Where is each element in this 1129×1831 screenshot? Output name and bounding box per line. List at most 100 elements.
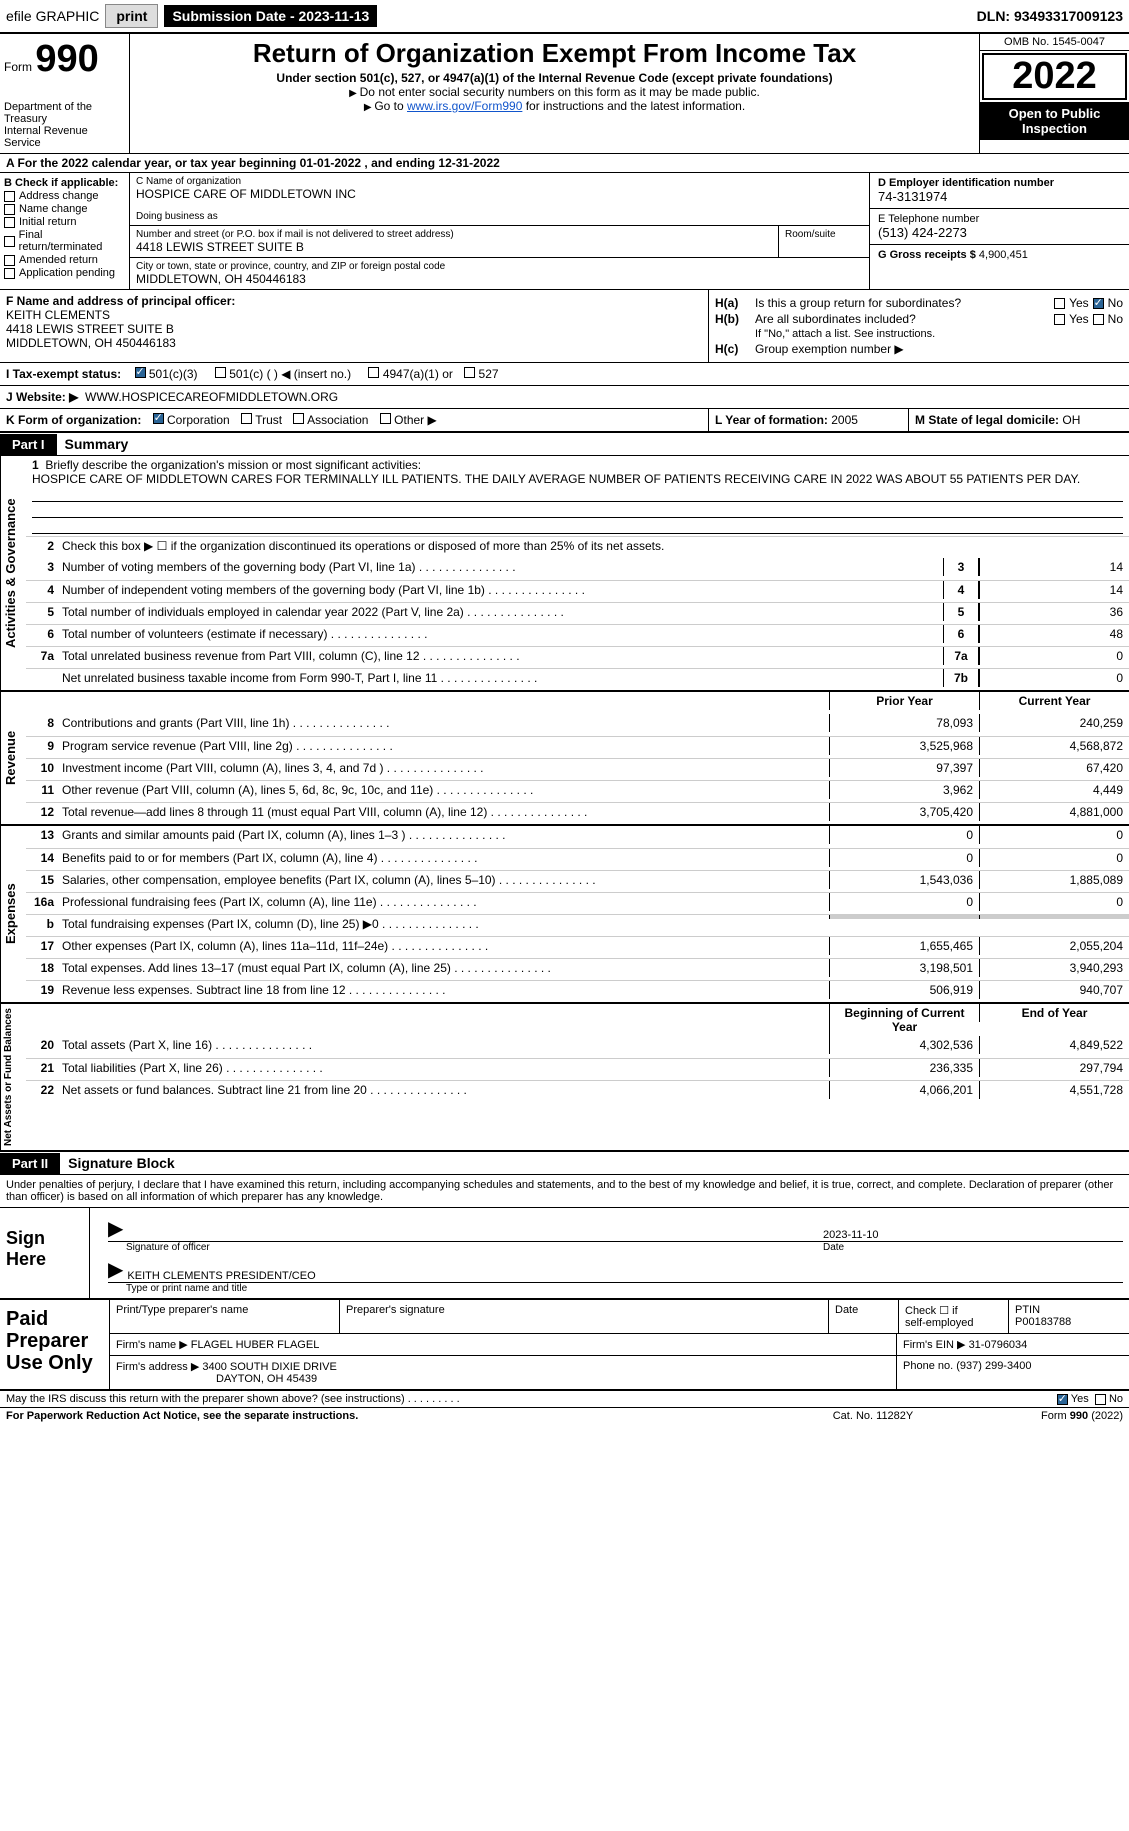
part-ii-title: Signature Block: [60, 1152, 183, 1174]
gross-receipts-cell: G Gross receipts $ 4,900,451: [870, 245, 1129, 265]
chk-application-pending[interactable]: Application pending: [4, 267, 125, 279]
h-c-label: H(c): [715, 342, 755, 356]
form-label: Form: [4, 60, 32, 74]
h-b-note: If "No," attach a list. See instructions…: [755, 328, 1123, 340]
cat-no: Cat. No. 11282Y: [773, 1410, 973, 1422]
website: WWW.HOSPICECAREOFMIDDLETOWN.ORG: [85, 390, 338, 404]
sign-here-block: Sign Here 2023-11-10 Signature of office…: [0, 1208, 1129, 1300]
summary-line-5: 5Total number of individuals employed in…: [26, 602, 1129, 624]
chk-address-change[interactable]: Address change: [4, 190, 125, 202]
street-address: 4418 LEWIS STREET SUITE B: [136, 240, 772, 254]
h-a-yes[interactable]: [1054, 298, 1065, 309]
chk-association[interactable]: [293, 413, 304, 424]
summary-line-3: 3Number of voting members of the governi…: [26, 558, 1129, 580]
ein-cell: D Employer identification number 74-3131…: [870, 173, 1129, 209]
summary-line-20: 20Total assets (Part X, line 16)4,302,53…: [26, 1036, 1129, 1058]
h-a-label: H(a): [715, 296, 755, 310]
officer-typed-name: KEITH CLEMENTS PRESIDENT/CEO: [127, 1270, 1123, 1282]
summary-line-6: 6Total number of volunteers (estimate if…: [26, 624, 1129, 646]
prep-header-row: Print/Type preparer's name Preparer's si…: [110, 1300, 1129, 1334]
efile-label: efile GRAPHIC: [6, 8, 99, 24]
sig-date-label: Date: [823, 1242, 1123, 1253]
row-i: I Tax-exempt status: 501(c)(3) 501(c) ( …: [0, 363, 1129, 386]
firm-ein: 31-0796034: [969, 1339, 1028, 1351]
footer-note: For Paperwork Reduction Act Notice, see …: [0, 1407, 1129, 1424]
h-b-no[interactable]: [1093, 314, 1104, 325]
summary-line-22: 22Net assets or fund balances. Subtract …: [26, 1080, 1129, 1102]
chk-527[interactable]: [464, 367, 475, 378]
omb-number: OMB No. 1545-0047: [980, 34, 1129, 51]
form-number: 990: [35, 38, 98, 80]
chk-amended-return[interactable]: Amended return: [4, 254, 125, 266]
vert-net-assets: Net Assets or Fund Balances: [0, 1004, 26, 1150]
discuss-yes[interactable]: [1057, 1394, 1068, 1405]
chk-corporation[interactable]: [153, 413, 164, 424]
name-line: KEITH CLEMENTS PRESIDENT/CEO: [108, 1253, 1123, 1283]
summary-line-10: 10Investment income (Part VIII, column (…: [26, 758, 1129, 780]
activities-governance-block: Activities & Governance 1 Briefly descri…: [0, 456, 1129, 692]
firm-phone: (937) 299-3400: [956, 1360, 1031, 1372]
chk-trust[interactable]: [241, 413, 252, 424]
goto-note: Go to www.irs.gov/Form990 for instructio…: [136, 99, 973, 113]
top-bar: efile GRAPHIC print Submission Date - 20…: [0, 0, 1129, 32]
paid-preparer-block: Paid Preparer Use Only Print/Type prepar…: [0, 1300, 1129, 1391]
summary-line-16a: 16aProfessional fundraising fees (Part I…: [26, 892, 1129, 914]
open-inspection: Open to Public Inspection: [980, 102, 1129, 140]
summary-line-15: 15Salaries, other compensation, employee…: [26, 870, 1129, 892]
part-ii-tag: Part II: [0, 1153, 60, 1174]
ein: 74-3131974: [878, 189, 1121, 204]
summary-line-13: 13Grants and similar amounts paid (Part …: [26, 826, 1129, 848]
sig-date: 2023-11-10: [823, 1229, 1123, 1241]
irs-link[interactable]: www.irs.gov/Form990: [407, 99, 522, 113]
org-name: HOSPICE CARE OF MIDDLETOWN INC: [136, 187, 863, 201]
pra-notice: For Paperwork Reduction Act Notice, see …: [6, 1410, 773, 1422]
summary-line-17: 17Other expenses (Part IX, column (A), l…: [26, 936, 1129, 958]
line-2: 2 Check this box ▶ ☐ if the organization…: [26, 536, 1129, 558]
submission-banner: Submission Date - 2023-11-13: [164, 5, 377, 27]
discuss-row: May the IRS discuss this return with the…: [0, 1391, 1129, 1407]
sign-here-label: Sign Here: [0, 1208, 90, 1298]
perjury-text: Under penalties of perjury, I declare th…: [0, 1175, 1129, 1208]
name-label: Type or print name and title: [126, 1283, 1123, 1294]
mission-text: HOSPICE CARE OF MIDDLETOWN CARES FOR TER…: [32, 472, 1080, 486]
chk-501c[interactable]: [215, 367, 226, 378]
org-name-cell: C Name of organization HOSPICE CARE OF M…: [130, 173, 869, 226]
form-title: Return of Organization Exempt From Incom…: [136, 38, 973, 69]
summary-line-18: 18Total expenses. Add lines 13–17 (must …: [26, 958, 1129, 980]
principal-officer: F Name and address of principal officer:…: [0, 290, 709, 362]
row-k-l-m: K Form of organization: Corporation Trus…: [0, 409, 1129, 433]
row-j: J Website: ▶ WWW.HOSPICECAREOFMIDDLETOWN…: [0, 386, 1129, 409]
paid-preparer-label: Paid Preparer Use Only: [0, 1300, 110, 1389]
tax-year: 2022: [982, 53, 1127, 100]
summary-line-9: 9Program service revenue (Part VIII, lin…: [26, 736, 1129, 758]
header-left: Form 990 Department of the Treasury Inte…: [0, 34, 130, 153]
summary-line-14: 14Benefits paid to or for members (Part …: [26, 848, 1129, 870]
row-f-h: F Name and address of principal officer:…: [0, 290, 1129, 363]
chk-501c3[interactable]: [135, 367, 146, 378]
summary-line-8: 8Contributions and grants (Part VIII, li…: [26, 714, 1129, 736]
city-state-zip: MIDDLETOWN, OH 450446183: [136, 272, 863, 286]
h-a-no[interactable]: [1093, 298, 1104, 309]
summary-line-21: 21Total liabilities (Part X, line 26)236…: [26, 1058, 1129, 1080]
summary-line-11: 11Other revenue (Part VIII, column (A), …: [26, 780, 1129, 802]
h-a-text: Is this a group return for subordinates?: [755, 296, 1054, 310]
firm-addr-row: Firm's address ▶ 3400 SOUTH DIXIE DRIVE …: [110, 1356, 1129, 1389]
ptin: P00183788: [1015, 1316, 1071, 1328]
revenue-header: b Prior Year Current Year: [26, 692, 1129, 714]
form-of-org: K Form of organization: Corporation Trus…: [0, 409, 709, 431]
part-i-title: Summary: [57, 433, 137, 455]
chk-initial-return[interactable]: Initial return: [4, 216, 125, 228]
chk-final-return[interactable]: Final return/terminated: [4, 229, 125, 253]
firm-name-row: Firm's name ▶ FLAGEL HUBER FLAGEL Firm's…: [110, 1334, 1129, 1356]
chk-4947[interactable]: [368, 367, 379, 378]
summary-line-b: bTotal fundraising expenses (Part IX, co…: [26, 914, 1129, 936]
chk-other[interactable]: [380, 413, 391, 424]
h-b-yes[interactable]: [1054, 314, 1065, 325]
sig-officer-label: Signature of officer: [126, 1242, 823, 1253]
chk-name-change[interactable]: Name change: [4, 203, 125, 215]
summary-line-12: 12Total revenue—add lines 8 through 11 (…: [26, 802, 1129, 824]
print-button[interactable]: print: [105, 4, 158, 28]
discuss-no[interactable]: [1095, 1394, 1106, 1405]
dept-treasury: Department of the Treasury: [4, 101, 125, 125]
street-row: Number and street (or P.O. box if mail i…: [130, 226, 869, 258]
